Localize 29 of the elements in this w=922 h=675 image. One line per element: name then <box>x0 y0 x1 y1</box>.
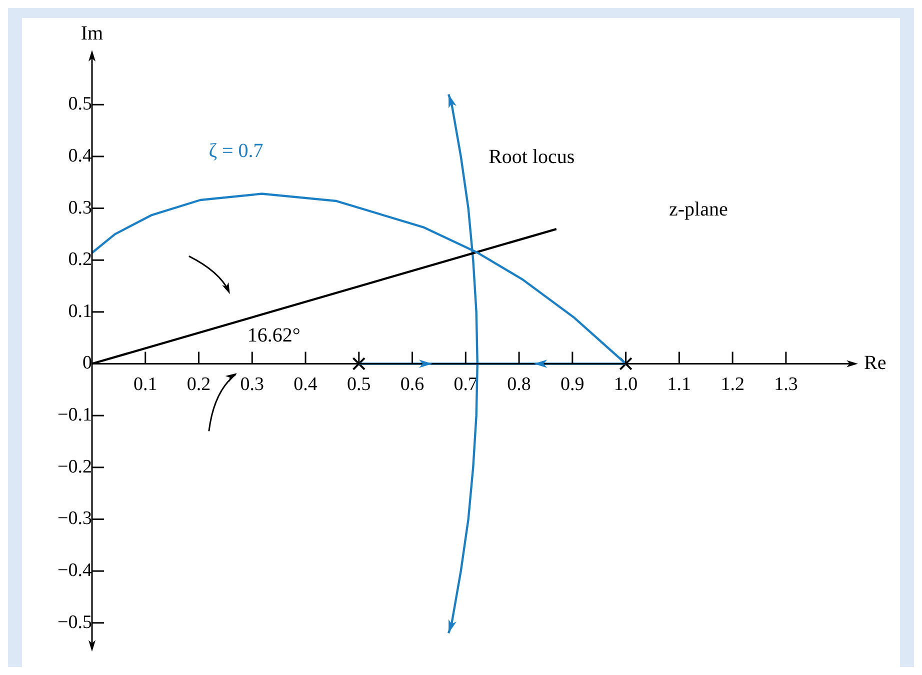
y-tick-label: 0.1 <box>68 300 92 322</box>
annotation: ζ = 0.7 <box>208 140 264 162</box>
x-axis-title: Re <box>864 352 886 374</box>
x-tick-label: 1.1 <box>667 374 692 396</box>
annotation: 16.62° <box>247 324 300 346</box>
x-tick-label: 0.2 <box>186 374 211 396</box>
x-tick-label: 1.2 <box>720 374 744 396</box>
x-tick-label: 0.3 <box>240 374 264 396</box>
y-tick-label: 0.4 <box>68 145 92 166</box>
x-tick-label: 1.0 <box>614 374 638 396</box>
y-tick-label: 0.2 <box>68 249 92 270</box>
x-tick-label: 0.9 <box>560 374 584 396</box>
annotation: Root locus <box>488 146 575 168</box>
y-tick-label: 0.5 <box>68 94 92 115</box>
y-tick-label: −0.2 <box>58 456 92 478</box>
y-tick-label: 0.3 <box>68 197 92 218</box>
y-axis-title: Im <box>80 22 104 44</box>
x-tick-label: 0.1 <box>134 374 158 396</box>
annotation: z-plane <box>668 198 728 221</box>
x-tick-label: 0.5 <box>347 374 371 396</box>
x-tick-label: 1.3 <box>774 374 798 396</box>
x-tick-label: 0.6 <box>400 374 424 396</box>
y-tick-label: −0.1 <box>58 404 92 426</box>
y-tick-label: −0.4 <box>58 560 92 582</box>
x-tick-label: 0.8 <box>507 374 531 396</box>
y-tick-label: 0 <box>82 352 92 374</box>
y-tick-label: −0.5 <box>58 612 92 633</box>
x-tick-label: 0.4 <box>294 374 318 396</box>
y-tick-label: −0.3 <box>58 508 92 530</box>
